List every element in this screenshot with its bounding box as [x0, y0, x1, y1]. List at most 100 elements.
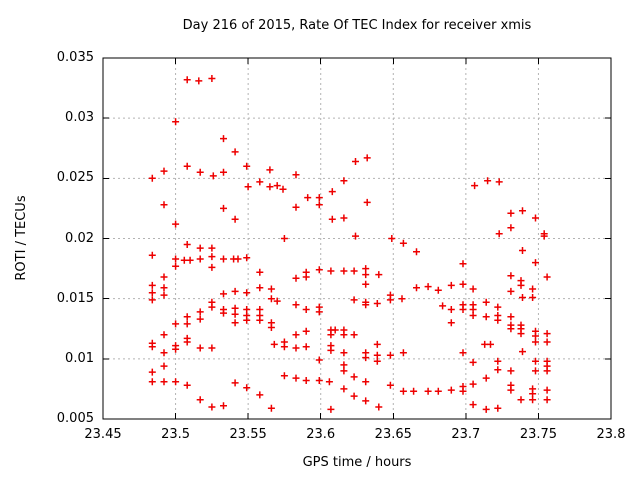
- data-point-marker: [243, 289, 251, 297]
- y-tick-label: 0.005: [56, 411, 94, 426]
- data-point-marker: [196, 244, 204, 252]
- data-point-marker: [399, 239, 407, 247]
- data-point-marker: [350, 392, 358, 400]
- data-point-marker: [447, 386, 455, 394]
- data-point-marker: [469, 306, 477, 313]
- data-point-marker: [196, 315, 204, 323]
- data-point-marker: [220, 135, 227, 143]
- data-point-marker: [183, 241, 191, 248]
- data-point-marker: [231, 287, 239, 295]
- data-point-marker: [386, 351, 394, 359]
- data-point-marker: [172, 118, 180, 126]
- data-point-marker: [507, 386, 515, 394]
- data-point-marker: [494, 303, 502, 311]
- data-point-marker: [469, 401, 477, 409]
- data-point-marker: [529, 294, 537, 301]
- data-point-marker: [362, 280, 370, 288]
- data-point-marker: [340, 214, 348, 222]
- data-point-marker: [220, 290, 227, 298]
- x-tick-label: 23.7: [451, 427, 481, 442]
- data-point-marker: [315, 266, 323, 274]
- data-point-marker: [243, 316, 251, 324]
- data-point-marker: [196, 308, 204, 316]
- data-point-marker: [148, 378, 156, 386]
- data-points: [148, 75, 551, 413]
- data-point-marker: [315, 377, 323, 384]
- data-point-marker: [327, 267, 335, 275]
- data-point-marker: [399, 349, 407, 357]
- data-point-marker: [543, 386, 551, 394]
- data-point-marker: [413, 248, 420, 256]
- data-point-marker: [208, 263, 216, 271]
- data-point-marker: [266, 166, 274, 174]
- data-point-marker: [160, 167, 168, 175]
- data-point-marker: [302, 273, 310, 281]
- data-point-marker: [469, 380, 477, 388]
- data-point-marker: [340, 361, 348, 369]
- data-point-marker: [148, 368, 156, 376]
- y-tick-label: 0.02: [65, 230, 94, 246]
- data-point-marker: [352, 158, 359, 165]
- data-point-marker: [532, 357, 539, 365]
- data-point-marker: [256, 306, 264, 313]
- data-point-marker: [529, 396, 537, 404]
- data-point-marker: [231, 148, 239, 156]
- data-point-marker: [302, 306, 310, 313]
- data-point-marker: [494, 404, 502, 412]
- data-point-marker: [459, 260, 467, 268]
- data-point-marker: [160, 284, 168, 292]
- data-point-marker: [375, 271, 383, 279]
- data-point-marker: [292, 344, 300, 352]
- data-point-marker: [267, 295, 275, 303]
- data-point-marker: [494, 366, 502, 374]
- data-point-marker: [256, 284, 264, 292]
- chart-title: Day 216 of 2015, Rate Of TEC Index for r…: [182, 18, 532, 33]
- data-point-marker: [519, 207, 526, 215]
- data-point-marker: [482, 313, 490, 321]
- data-point-marker: [340, 267, 348, 275]
- data-point-marker: [183, 162, 191, 170]
- data-point-marker: [519, 348, 526, 356]
- data-point-marker: [434, 387, 442, 395]
- data-point-marker: [196, 255, 204, 263]
- data-point-marker: [532, 332, 539, 340]
- data-point-marker: [532, 214, 539, 222]
- data-point-marker: [495, 230, 503, 238]
- data-point-marker: [373, 340, 381, 348]
- data-point-marker: [172, 262, 180, 270]
- y-tick-label: 0.015: [56, 290, 94, 306]
- data-point-marker: [231, 319, 239, 327]
- data-point-marker: [447, 306, 455, 313]
- data-point-marker: [373, 357, 381, 365]
- data-point-marker: [148, 251, 156, 259]
- data-point-marker: [447, 319, 455, 327]
- data-point-marker: [340, 331, 348, 339]
- data-point-marker: [398, 295, 406, 303]
- data-point-marker: [231, 310, 239, 318]
- data-point-marker: [266, 183, 274, 191]
- data-point-marker: [208, 403, 216, 411]
- data-point-marker: [362, 265, 370, 273]
- data-point-marker: [183, 313, 191, 321]
- data-point-marker: [148, 281, 156, 289]
- data-point-marker: [208, 244, 216, 252]
- data-point-marker: [208, 303, 216, 311]
- x-tick-label: 23.45: [84, 427, 122, 442]
- y-tick-label: 0.025: [56, 170, 94, 186]
- data-point-marker: [340, 385, 348, 393]
- data-point-marker: [471, 182, 479, 190]
- data-point-marker: [231, 215, 239, 223]
- data-point-marker: [375, 403, 383, 411]
- data-point-marker: [434, 286, 442, 294]
- data-point-marker: [410, 387, 418, 395]
- data-point-marker: [196, 344, 204, 352]
- data-point-marker: [315, 194, 323, 202]
- data-point-marker: [183, 381, 191, 389]
- data-point-marker: [220, 309, 227, 317]
- data-point-marker: [315, 201, 323, 209]
- data-point-marker: [507, 209, 515, 217]
- data-point-marker: [273, 182, 281, 190]
- data-point-marker: [459, 306, 467, 313]
- data-point-marker: [519, 294, 526, 301]
